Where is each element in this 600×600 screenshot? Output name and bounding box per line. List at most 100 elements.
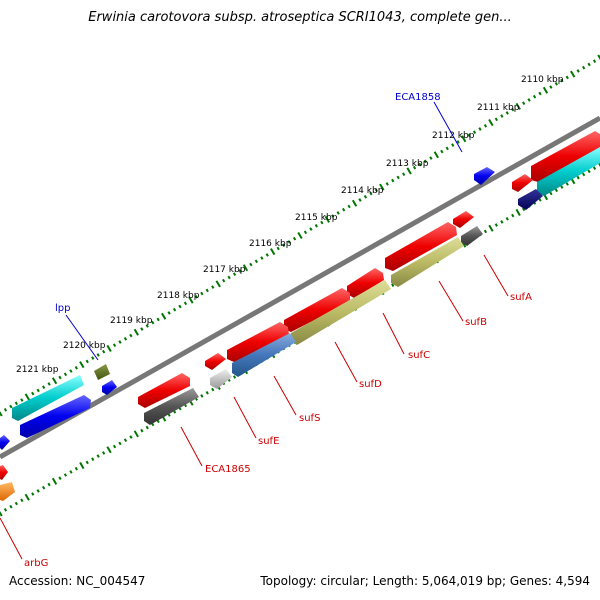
tick-mark bbox=[140, 327, 144, 331]
gene-arrow[interactable] bbox=[474, 167, 495, 185]
tick-mark bbox=[112, 343, 117, 347]
gene-arrow-sufS[interactable] bbox=[227, 322, 289, 362]
tick-mark bbox=[515, 208, 521, 216]
gene-arrow-ECA1865[interactable] bbox=[138, 373, 190, 408]
tick-mark bbox=[549, 191, 553, 196]
tick-mark bbox=[194, 295, 198, 299]
gene-arrow[interactable] bbox=[518, 189, 543, 210]
gene-arrow-sufD-olive[interactable] bbox=[291, 280, 391, 345]
gene-label-sufD[interactable]: sufD bbox=[359, 379, 382, 390]
tick-mark bbox=[297, 231, 303, 240]
tick-mark bbox=[331, 214, 335, 218]
tick-mark bbox=[287, 240, 291, 244]
gene-arrow[interactable] bbox=[537, 147, 600, 196]
tick-mark bbox=[478, 127, 482, 131]
gene-arrow[interactable] bbox=[102, 380, 117, 395]
tick-mark bbox=[96, 454, 100, 458]
gene-arrow-sufS-steel[interactable] bbox=[232, 333, 296, 377]
pointer-sufE bbox=[233, 396, 257, 439]
gene-arrow-lpp[interactable] bbox=[94, 364, 110, 380]
gene-label-sufA[interactable]: sufA bbox=[510, 292, 532, 303]
tick-mark bbox=[494, 117, 498, 122]
tick-mark bbox=[451, 143, 455, 147]
tick-mark bbox=[106, 446, 112, 454]
gene-arrow-ECA1865-gray[interactable] bbox=[144, 388, 199, 425]
label-pointers bbox=[0, 101, 509, 560]
tick-mark bbox=[505, 111, 509, 115]
genome-backbone bbox=[0, 115, 600, 460]
gene-label-sufB[interactable]: sufB bbox=[465, 317, 487, 328]
tick-mark bbox=[20, 398, 24, 402]
tick-mark bbox=[515, 102, 521, 110]
tick-mark bbox=[51, 477, 58, 485]
gene-arrow-sufD[interactable] bbox=[284, 288, 350, 332]
tick-mark bbox=[396, 175, 400, 180]
tick-mark bbox=[549, 85, 553, 89]
gene-label-sufS[interactable]: sufS bbox=[299, 413, 320, 424]
tick-mark bbox=[227, 275, 231, 280]
gene-arrow[interactable] bbox=[453, 211, 474, 228]
tick-mark bbox=[24, 393, 30, 401]
tick-mark bbox=[3, 508, 8, 512]
tick-mark bbox=[342, 207, 346, 212]
tick-mark bbox=[418, 162, 422, 167]
gene-arrow-sufA[interactable] bbox=[461, 226, 483, 246]
gene-label-lpp[interactable]: lpp bbox=[55, 303, 70, 314]
tick-mark bbox=[440, 149, 444, 154]
gene-label-ECA1858[interactable]: ECA1858 bbox=[395, 92, 441, 103]
tick-mark bbox=[592, 166, 597, 170]
gene-arrow[interactable] bbox=[12, 375, 84, 421]
tick-mark bbox=[151, 320, 155, 325]
tick-mark bbox=[324, 215, 330, 223]
genome-stats-text: Topology: circular; Length: 5,064,019 bp… bbox=[260, 574, 590, 588]
tick-mark bbox=[336, 211, 340, 215]
tick-mark bbox=[20, 498, 24, 503]
gene-arrow[interactable] bbox=[205, 353, 226, 370]
tick-mark bbox=[74, 466, 78, 471]
tick-mark bbox=[238, 269, 242, 273]
gene-label-sufE[interactable]: sufE bbox=[258, 436, 279, 447]
tick-mark bbox=[472, 130, 477, 134]
tick-mark bbox=[242, 264, 249, 272]
tick-label-2113: 2113 kbp bbox=[386, 159, 429, 169]
tick-mark bbox=[31, 391, 35, 396]
gene-arrow[interactable] bbox=[512, 174, 533, 192]
gene-arrow[interactable] bbox=[0, 465, 8, 480]
tick-mark bbox=[351, 199, 358, 207]
gene-arrow[interactable] bbox=[531, 131, 600, 182]
gene-arrow-sufE[interactable] bbox=[210, 369, 232, 389]
gene-label-sufC[interactable]: sufC bbox=[408, 350, 430, 361]
tick-mark bbox=[511, 213, 515, 218]
tick-mark bbox=[36, 388, 40, 393]
tick-mark bbox=[467, 133, 471, 138]
tick-mark bbox=[542, 86, 549, 94]
tick-mark bbox=[211, 387, 215, 392]
tick-mark bbox=[69, 369, 73, 373]
tick-mark bbox=[500, 114, 504, 118]
tick-mark bbox=[205, 391, 209, 395]
tick-mark bbox=[14, 501, 18, 506]
tick-mark bbox=[429, 156, 433, 160]
tick-mark bbox=[587, 62, 591, 67]
gene-label-arbG[interactable]: arbG bbox=[24, 558, 48, 569]
tick-mark bbox=[232, 272, 237, 276]
gene-arrow[interactable] bbox=[0, 435, 10, 450]
tick-mark bbox=[69, 470, 73, 474]
tick-mark bbox=[260, 256, 264, 260]
tick-mark bbox=[570, 70, 576, 78]
gene-arrow-sufB-olive[interactable] bbox=[391, 237, 464, 287]
tick-mark bbox=[129, 435, 133, 439]
tick-mark bbox=[592, 59, 597, 63]
tick-mark bbox=[123, 438, 128, 442]
tick-mark bbox=[538, 91, 542, 96]
gene-arrow-sufB[interactable] bbox=[385, 222, 457, 271]
tick-mark bbox=[222, 278, 226, 283]
tick-mark bbox=[391, 178, 395, 183]
gene-arrow-sufC[interactable] bbox=[347, 268, 384, 298]
tick-mark bbox=[123, 337, 128, 341]
gene-arrow-arbG[interactable] bbox=[0, 482, 15, 501]
gene-label-ECA1865[interactable]: ECA1865 bbox=[205, 464, 251, 475]
gene-arrow[interactable] bbox=[20, 395, 91, 438]
tick-mark bbox=[385, 182, 389, 186]
